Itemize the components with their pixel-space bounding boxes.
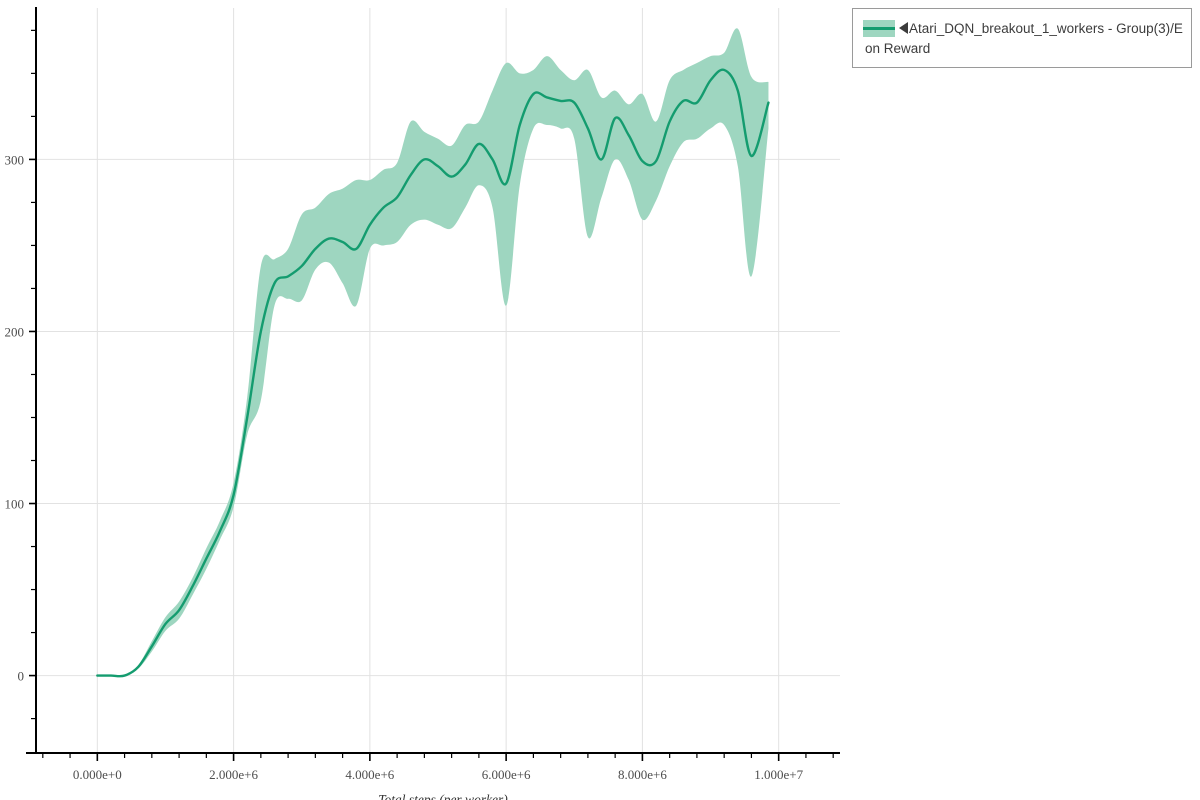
legend-color-swatch-icon [863,20,895,37]
y-tick-label: 200 [5,324,25,339]
x-tick-label: 2.000e+6 [209,767,258,782]
axes: 0 100 200 300 0.000e+0 2.000e+6 4.000e+6 6.000e… [5,7,840,782]
y-tick-label: 0 [18,669,25,684]
legend-entry[interactable]: Atari_DQN_breakout_1_workers - Group(3)/… [863,19,1183,38]
legend-arrow-left-icon[interactable] [899,22,908,34]
chart-legend[interactable]: Atari_DQN_breakout_1_workers - Group(3)/… [852,8,1192,68]
x-tick-label: 8.000e+6 [618,767,667,782]
legend-label-line2: on Reward [865,41,931,56]
x-tick-label: 4.000e+6 [345,767,394,782]
confidence-band [97,28,769,677]
legend-label-line1: Atari_DQN_breakout_1_workers - Group(3)/… [909,21,1183,36]
x-tick-label: 0.000e+0 [73,767,122,782]
series-line [96,68,770,678]
x-axis-title: Total steps (per worker) [378,792,508,800]
x-tick-label: 1.000e+7 [754,767,803,782]
x-tick-label: 6.000e+6 [482,767,531,782]
y-tick-label: 300 [5,152,25,167]
legend-line-swatch [863,27,895,30]
y-tick-label: 100 [5,497,25,512]
